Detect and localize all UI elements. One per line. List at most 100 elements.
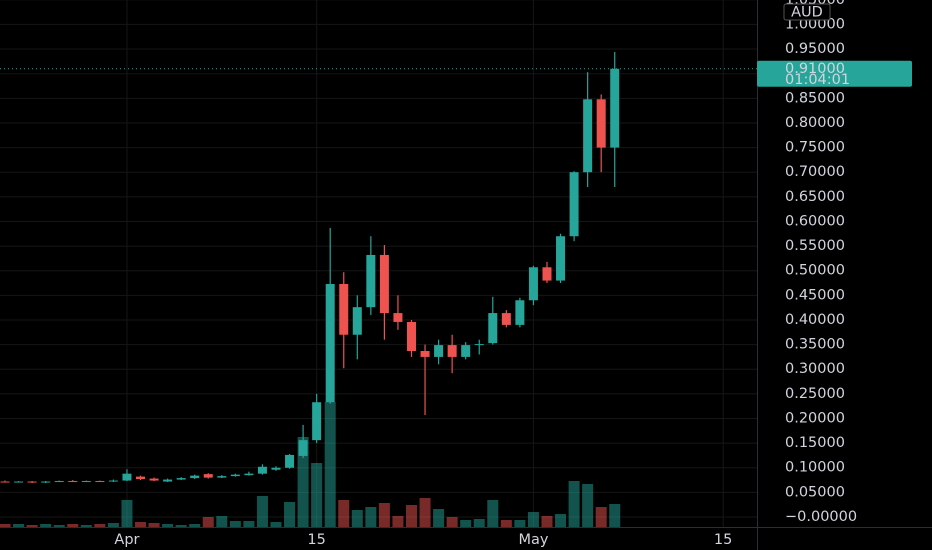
x-tick-label: 15 xyxy=(307,532,325,548)
y-tick-label: −0.00000 xyxy=(785,509,857,525)
volume-bar xyxy=(284,502,296,527)
y-tick-label: 0.05000 xyxy=(785,484,845,500)
candle-body xyxy=(14,481,24,483)
volume-bar xyxy=(527,512,539,527)
candle-body xyxy=(528,267,538,301)
candle-body xyxy=(136,476,146,480)
y-tick-label: 0.70000 xyxy=(785,164,845,180)
candle-body xyxy=(0,481,10,483)
candle-body xyxy=(542,267,552,281)
volume-bar xyxy=(189,524,201,527)
candle-body xyxy=(352,307,362,335)
volume-bar xyxy=(473,519,485,527)
y-tick-label: 0.55000 xyxy=(785,238,845,254)
volume-bar xyxy=(351,510,363,527)
x-tick-label: May xyxy=(518,532,548,548)
volume-bar xyxy=(216,516,228,527)
y-tick-label: 0.95000 xyxy=(785,41,845,57)
volume-bar xyxy=(460,520,472,527)
volume-bar xyxy=(541,516,553,527)
candle-body xyxy=(610,68,620,148)
candle-body xyxy=(556,236,566,281)
volume-bar xyxy=(13,524,25,527)
volume-bar xyxy=(514,520,526,527)
y-tick-label: 0.25000 xyxy=(785,386,845,402)
x-tick-label: Apr xyxy=(114,532,139,548)
y-tick-label: 0.60000 xyxy=(785,213,845,229)
volume-bar xyxy=(229,521,241,527)
volume-bar xyxy=(419,498,431,527)
candle-body xyxy=(230,474,240,477)
volume-bar xyxy=(80,525,92,527)
x-tick-label: 15 xyxy=(714,532,732,548)
candle-body xyxy=(596,99,606,148)
candle-body xyxy=(488,313,498,344)
time-axis-bg xyxy=(0,527,932,550)
y-tick-label: 0.40000 xyxy=(785,312,845,328)
volume-bar xyxy=(53,525,65,527)
volume-bar xyxy=(135,522,147,527)
y-tick-label: 0.45000 xyxy=(785,287,845,303)
candle-body xyxy=(569,172,579,237)
candle-body xyxy=(41,481,51,483)
candle-body xyxy=(285,454,295,468)
volume-bar xyxy=(568,481,580,527)
y-tick-label: 0.10000 xyxy=(785,460,845,476)
candle-body xyxy=(339,284,349,335)
volume-bar xyxy=(500,520,512,527)
volume-bar xyxy=(162,524,174,527)
y-tick-label: 0.85000 xyxy=(785,90,845,106)
volume-bar xyxy=(40,524,52,527)
volume-bar xyxy=(433,509,445,527)
candle-body xyxy=(108,480,118,482)
last-price-label: 0.91000 xyxy=(785,61,845,77)
candle-body xyxy=(244,473,254,476)
candle-body xyxy=(461,345,471,357)
volume-bar xyxy=(148,523,160,527)
y-tick-label: 0.50000 xyxy=(785,263,845,279)
volume-bar xyxy=(202,517,214,527)
candle-body xyxy=(312,402,322,441)
candle-body xyxy=(271,467,281,470)
candle-body xyxy=(257,466,267,474)
volume-bar xyxy=(121,500,133,527)
candle-body xyxy=(27,481,37,483)
candle-body xyxy=(122,473,132,481)
candle-body xyxy=(149,478,159,481)
candle-body xyxy=(393,313,403,322)
volume-bar xyxy=(311,463,323,527)
y-tick-label: 0.20000 xyxy=(785,410,845,426)
y-tick-label: 0.80000 xyxy=(785,115,845,131)
volume-bar xyxy=(256,496,268,527)
volume-bar xyxy=(243,521,255,527)
volume-bar xyxy=(94,524,106,527)
volume-bar xyxy=(26,525,38,527)
candle-body xyxy=(176,478,186,480)
y-tick-label: 0.35000 xyxy=(785,337,845,353)
candle-body xyxy=(366,254,376,308)
last-price-box xyxy=(757,60,912,87)
volume-bar xyxy=(392,516,404,527)
candle-body xyxy=(406,321,416,352)
volume-bar xyxy=(175,525,187,527)
candle-body xyxy=(68,481,78,483)
volume-bar xyxy=(405,505,417,527)
candle-body xyxy=(447,345,457,357)
volume-bar xyxy=(378,503,390,527)
y-tick-label: 0.75000 xyxy=(785,140,845,156)
candle-body xyxy=(583,99,593,173)
price-axis-bg xyxy=(757,0,932,550)
candle-body xyxy=(474,344,484,346)
countdown-label: 01:04:01 xyxy=(785,72,850,88)
candle-body xyxy=(190,475,200,479)
candle-body xyxy=(81,481,91,483)
candle-body xyxy=(298,440,308,456)
candle-body xyxy=(325,284,335,403)
y-tick-label: 0.65000 xyxy=(785,189,845,205)
candle-body xyxy=(515,300,525,325)
volume-bar xyxy=(338,500,350,527)
volume-bar xyxy=(0,524,11,527)
volume-bar xyxy=(582,484,594,527)
currency-box xyxy=(783,3,831,21)
